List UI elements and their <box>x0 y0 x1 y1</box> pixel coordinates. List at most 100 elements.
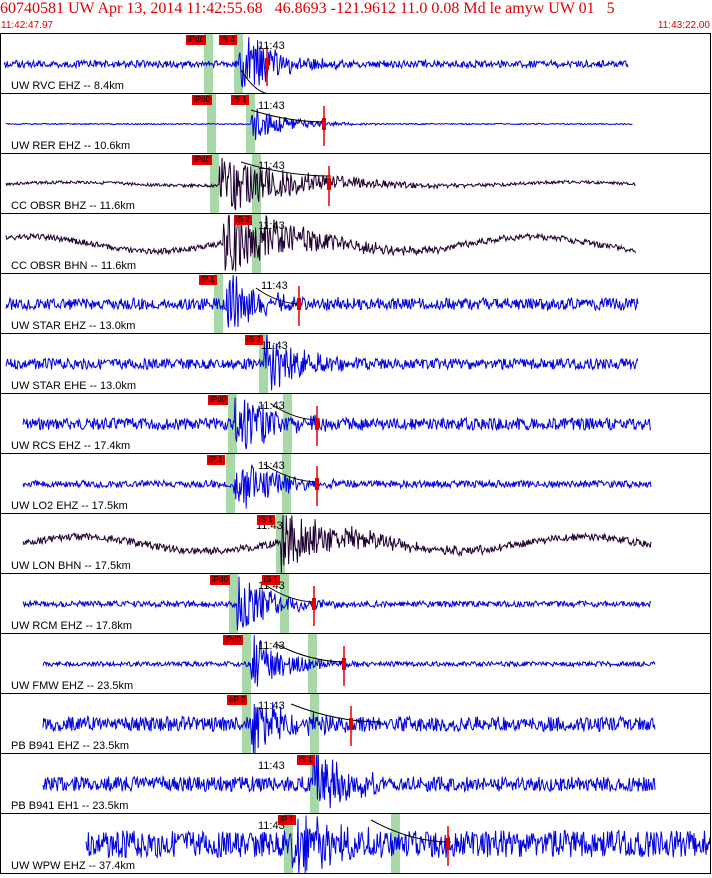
seismogram-panel[interactable]: 11:43 iP 1 UW STAR EHZ -- 13.0km <box>0 273 711 334</box>
phase-pick-flag[interactable]: iS 1 <box>297 755 315 765</box>
waveform-plot <box>22 394 652 453</box>
waveform-trace <box>5 157 636 211</box>
phase-pick-flag[interactable]: iS 1 <box>231 95 249 105</box>
waveform-trace <box>22 514 652 573</box>
pick-window <box>229 574 238 633</box>
time-tick-label: 11:43 <box>258 220 285 232</box>
travel-time-curve <box>270 403 320 421</box>
waveform-plot <box>22 514 652 573</box>
channel-label: UW RCM EHZ -- 17.8km <box>11 620 132 632</box>
seismogram-panel[interactable]: 11:43 iS 2 CC OBSR BHN -- 11.6km <box>0 213 711 274</box>
waveform-plot <box>42 634 656 693</box>
waveform-trace <box>5 334 639 391</box>
waveform-plot <box>42 754 656 813</box>
waveform-plot <box>22 574 652 633</box>
channel-label: UW RVC EHZ -- 8.4km <box>11 80 124 92</box>
pick-window <box>210 154 219 213</box>
waveform-plot <box>5 274 639 333</box>
pick-window <box>228 394 237 453</box>
channel-label: UW RCS EHZ -- 17.4km <box>11 440 131 452</box>
seismogram-panel[interactable]: 11:43 iPd0 UW FMW EHZ -- 23.5km <box>0 633 711 694</box>
seismogram-panel[interactable]: 11:43 iS 2 UW STAR EHE -- 13.0km <box>0 333 711 394</box>
channel-label: UW STAR EHZ -- 13.0km <box>11 320 136 332</box>
pick-window <box>280 574 289 633</box>
travel-time-curve <box>370 819 452 843</box>
travel-time-curve <box>240 69 267 93</box>
phase-pick-flag[interactable]: iS 2 <box>234 215 252 225</box>
waveform-plot <box>42 694 656 753</box>
waveform-plot <box>5 154 636 213</box>
waveform-trace <box>22 576 652 631</box>
waveform-plot <box>5 334 639 393</box>
travel-time-curve <box>290 703 382 723</box>
phase-pick-flag[interactable]: iPd0 <box>186 35 207 45</box>
channel-label: UW WPW EHZ -- 37.4km <box>11 860 136 872</box>
waveform-trace <box>42 635 656 687</box>
waveform-trace <box>22 464 652 509</box>
time-tick-label: 11:43 <box>258 100 285 112</box>
time-tick-label: 11:43 <box>258 400 285 412</box>
phase-pick-flag[interactable]: iPd0 <box>192 95 213 105</box>
event-header: 60740581 UW Apr 13, 2014 11:42:55.68 46.… <box>0 0 615 17</box>
seismogram-panel[interactable]: 11:43 iPd0 UW RCS EHZ -- 17.4km <box>0 393 711 454</box>
time-tick-label: 11:43 <box>258 460 285 472</box>
waveform-trace <box>5 108 633 141</box>
seismogram-panel[interactable]: 11:43 iPd0 iS 1 UW RCM EHZ -- 17.8km <box>0 573 711 634</box>
channel-label: UW STAR EHE -- 13.0km <box>11 380 137 392</box>
phase-pick-flag[interactable]: iS 1 <box>257 515 275 525</box>
seismogram-panel[interactable]: 11:43 iS 1 PB B941 EH1 -- 23.5km <box>0 753 711 814</box>
phase-pick-flag[interactable]: iS 2 <box>245 335 263 345</box>
phase-pick-flag[interactable]: eP 2 <box>227 695 248 705</box>
seismogram-panel[interactable]: 11:43 iS 1 UW LON BHN -- 17.5km <box>0 513 711 574</box>
waveform-trace <box>5 274 639 328</box>
start-time-label: 11:42:47.97 <box>1 20 54 31</box>
waveform-trace <box>42 754 656 809</box>
seismogram-panel[interactable]: 11:43 iP 1 UW WPW EHZ -- 37.4km <box>0 813 711 874</box>
pick-window <box>226 454 235 513</box>
channel-label: PB B941 EH1 -- 23.5km <box>11 800 129 812</box>
waveform-plot <box>22 454 652 513</box>
phase-pick-flag[interactable]: iP 1 <box>278 815 296 825</box>
seismogram-panel[interactable]: 11:43 iPd0 iS 4 UW RVC EHZ -- 8.4km <box>0 33 711 94</box>
phase-pick-flag[interactable]: iPd0 <box>208 395 229 405</box>
phase-pick-flag[interactable]: iS 4 <box>219 35 237 45</box>
phase-pick-flag[interactable]: iS 1 <box>262 575 280 585</box>
pick-window <box>214 274 223 333</box>
seismogram-panel[interactable]: 11:43 iP 1 UW LO2 EHZ -- 17.5km <box>0 453 711 514</box>
channel-label: UW LO2 EHZ -- 17.5km <box>11 500 128 512</box>
time-tick-label: 11:43 <box>261 280 288 292</box>
waveform-plot <box>85 814 710 873</box>
travel-time-curve <box>250 109 327 123</box>
channel-label: UW LON BHN -- 17.5km <box>11 560 131 572</box>
pick-window <box>242 634 251 693</box>
channel-label: UW RER EHZ -- 10.6km <box>11 140 131 152</box>
time-tick-label: 11:43 <box>258 40 285 52</box>
seismogram-panel[interactable]: 11:43 iPd0 CC OBSR BHZ -- 11.6km <box>0 153 711 214</box>
waveform-plot <box>5 94 633 153</box>
travel-time-curve <box>275 643 347 663</box>
seismogram-panel[interactable]: 11:43 iPd0 iS 1 UW RER EHZ -- 10.6km <box>0 93 711 154</box>
phase-pick-flag[interactable]: iP 1 <box>207 455 225 465</box>
waveform-plot <box>3 34 629 93</box>
waveform-trace <box>3 37 629 88</box>
waveform-trace <box>22 397 652 450</box>
waveform-trace <box>85 815 710 873</box>
phase-pick-flag[interactable]: iPd0 <box>192 155 213 165</box>
travel-time-curve <box>263 463 320 483</box>
time-tick-label: 11:43 <box>258 760 285 772</box>
channel-label: CC OBSR BHZ -- 11.6km <box>11 200 135 212</box>
waveform-trace <box>5 214 637 272</box>
travel-time-curve <box>240 161 332 177</box>
channel-label: PB B941 EHZ -- 23.5km <box>11 740 129 752</box>
seismogram-panel[interactable]: 11:43 eP 2 PB B941 EHZ -- 23.5km <box>0 693 711 754</box>
channel-label: CC OBSR BHN -- 11.6km <box>11 260 137 272</box>
phase-pick-flag[interactable]: iPd0 <box>223 635 244 645</box>
end-time-label: 11:43:22.00 <box>657 20 710 31</box>
time-tick-label: 11:43 <box>258 640 285 652</box>
waveform-plot <box>5 214 637 273</box>
travel-time-curve <box>263 583 317 603</box>
phase-pick-flag[interactable]: iPd0 <box>210 575 231 585</box>
phase-pick-flag[interactable]: iP 1 <box>199 275 217 285</box>
time-tick-label: 11:43 <box>261 340 288 352</box>
time-tick-label: 11:43 <box>258 700 285 712</box>
